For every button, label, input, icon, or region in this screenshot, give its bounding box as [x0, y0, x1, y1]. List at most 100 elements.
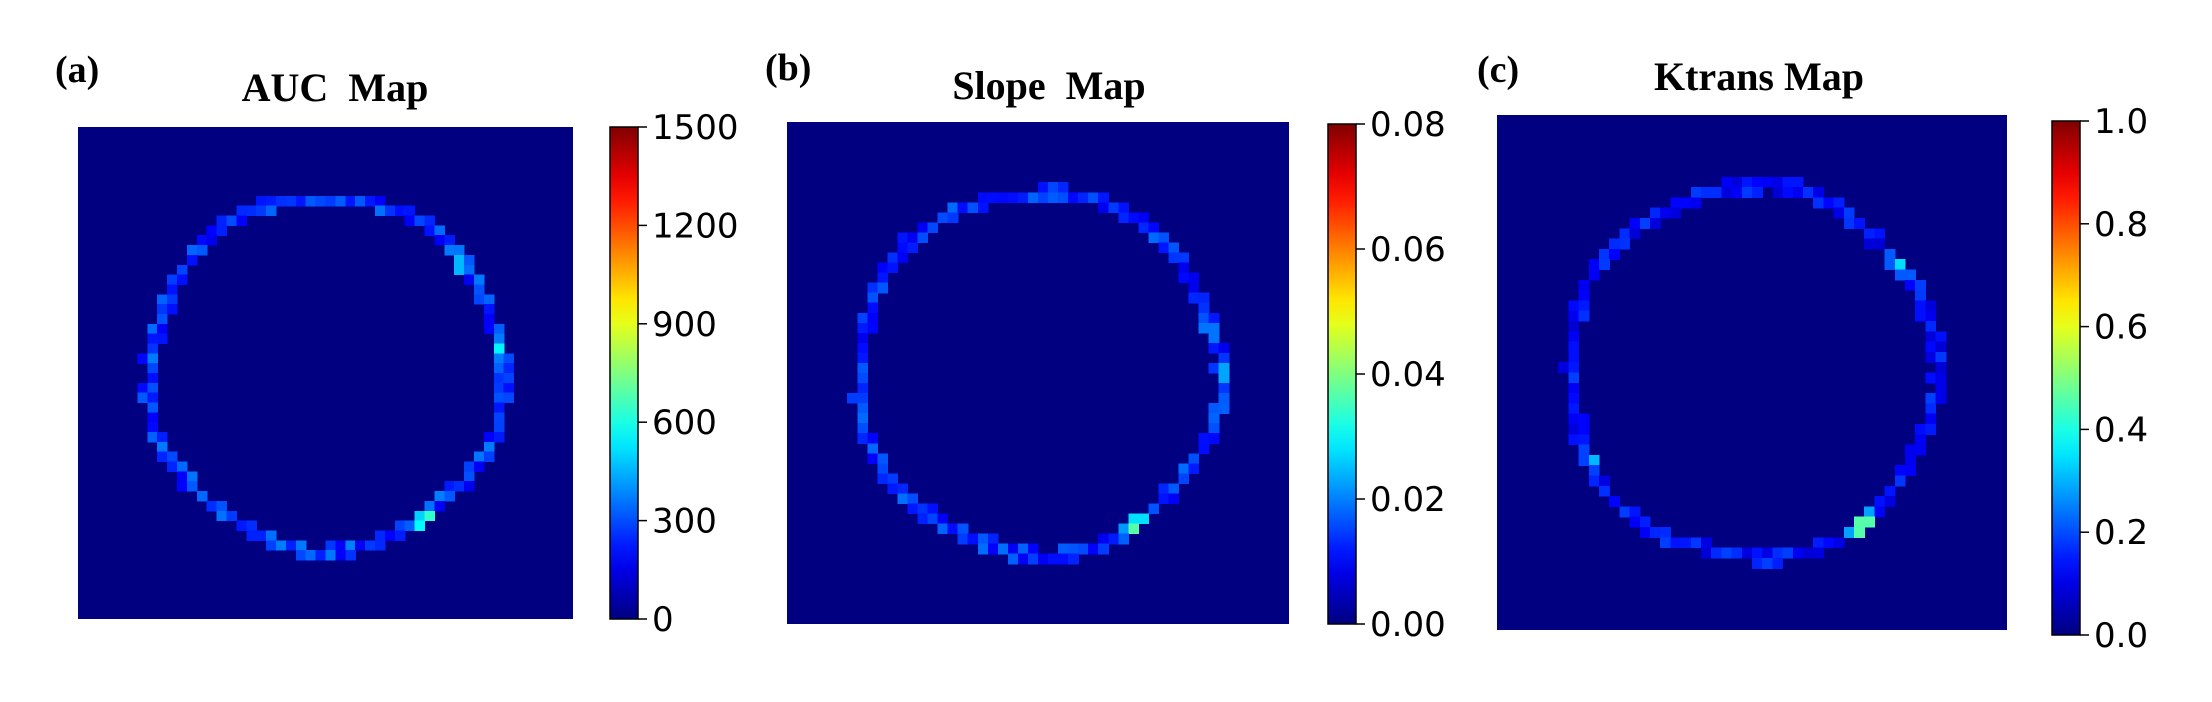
ring-pixel: [493, 392, 505, 404]
ring-pixel: [1208, 362, 1220, 374]
ring-pixel: [897, 242, 909, 254]
ring-pixel: [493, 382, 505, 394]
ring-pixel: [1843, 218, 1855, 229]
ring-pixel: [1741, 176, 1753, 188]
ring-pixel: [295, 550, 307, 561]
ring-pixel: [1218, 342, 1230, 354]
ring-pixel: [1813, 537, 1824, 549]
ring-pixel: [1128, 523, 1139, 535]
ring-pixel: [1198, 443, 1210, 454]
panel-label: (a): [55, 49, 99, 91]
colorbar-tick-label: 0.4: [2094, 410, 2148, 450]
ring-pixel: [147, 402, 158, 413]
ring-pixel: [1772, 547, 1784, 559]
ring-pixel: [1098, 543, 1109, 555]
ring-pixels: [137, 195, 515, 561]
ring-pixel: [857, 322, 868, 334]
ring-pixel: [927, 222, 939, 234]
ring-pixel: [177, 264, 188, 276]
ring-pixel: [186, 245, 198, 256]
ring-pixel: [1108, 202, 1119, 213]
colorbar: [1327, 123, 1357, 625]
ring-pixel: [177, 461, 188, 472]
map-title: AUC Map: [242, 65, 429, 110]
ring-pixel: [1588, 475, 1600, 487]
ring-pixel: [1792, 547, 1804, 559]
ring-pixel: [1619, 228, 1631, 240]
ring-pixel: [493, 402, 505, 413]
ring-pixel: [1639, 516, 1651, 528]
ring-pixel: [375, 205, 386, 217]
ring-pixel: [216, 510, 228, 522]
ring-pixel: [493, 323, 505, 335]
ring-pixel: [1599, 248, 1610, 260]
ring-pixel: [493, 373, 505, 384]
colorbar-tick-label: 0.00: [1370, 605, 1446, 645]
ring-pixel: [897, 252, 909, 264]
ring-pixel: [444, 235, 455, 246]
ring-pixel: [907, 232, 919, 244]
ring-pixel: [1588, 465, 1600, 477]
ring-pixel: [424, 215, 435, 226]
ring-pixel: [157, 333, 168, 345]
ring-pixel: [503, 363, 515, 374]
ring-pixel: [1823, 537, 1835, 549]
ring-pixel: [857, 413, 868, 424]
ring-pixel: [375, 195, 386, 207]
ring-pixel: [345, 540, 356, 551]
ring-pixel: [1670, 197, 1682, 209]
ring-pixel: [266, 540, 277, 551]
ring-pixel: [196, 235, 208, 246]
ring-pixel: [424, 510, 435, 522]
ring-pixel: [434, 500, 445, 512]
colorbar: [609, 126, 639, 620]
ring-pixel: [414, 215, 426, 226]
ring-pixel: [897, 483, 909, 495]
ring-pixel: [1935, 331, 1947, 343]
ring-pixel: [947, 212, 959, 223]
colorbar-tick-label: 0.2: [2094, 513, 2148, 553]
ring-pixel: [1874, 496, 1886, 507]
ring-pixel: [147, 412, 158, 423]
ring-pixel: [1568, 403, 1580, 415]
ring-pixel: [1148, 222, 1160, 234]
ring-pixel: [1772, 187, 1784, 198]
ring-pixel: [1188, 292, 1200, 304]
ring-pixel: [1915, 424, 1926, 435]
ring-pixel: [1650, 527, 1661, 538]
ring-pixel: [1792, 187, 1804, 198]
ring-pixel: [157, 441, 168, 453]
ring-pixel: [325, 195, 336, 207]
ring-pixel: [1721, 547, 1733, 559]
ring-pixel: [1864, 228, 1875, 240]
ring-pixel: [967, 202, 979, 213]
ring-pixel: [1568, 382, 1580, 394]
ring-pixel: [877, 453, 888, 464]
ring-pixel: [1864, 506, 1875, 518]
ring-pixel: [857, 393, 868, 404]
ring-pixel: [137, 353, 148, 364]
ring-pixel: [1578, 434, 1590, 446]
ring-pixel: [295, 195, 307, 207]
ring-pixel: [1925, 403, 1937, 415]
ring-pixel: [937, 523, 949, 535]
ring-pixel: [464, 254, 475, 266]
ring-pixel: [1198, 312, 1210, 324]
ring-pixel: [1168, 483, 1180, 495]
ring-pixel: [157, 432, 168, 443]
ring-pixel: [375, 530, 386, 541]
ring-pixel: [867, 443, 878, 454]
ring-pixel: [1568, 321, 1580, 332]
ring-pixel: [1198, 433, 1210, 444]
ring-pixel: [1208, 342, 1220, 354]
ring-pixel: [927, 503, 939, 515]
ring-pixel: [464, 274, 475, 286]
ring-pixel: [1118, 523, 1129, 535]
ring-pixel: [1208, 403, 1220, 414]
ring-pixel: [434, 491, 445, 502]
ring-pixel: [977, 543, 989, 555]
ring-pixel: [1731, 187, 1743, 198]
ring-pixel: [414, 510, 426, 522]
ring-pixel: [256, 205, 267, 217]
ring-pixel: [335, 195, 346, 207]
